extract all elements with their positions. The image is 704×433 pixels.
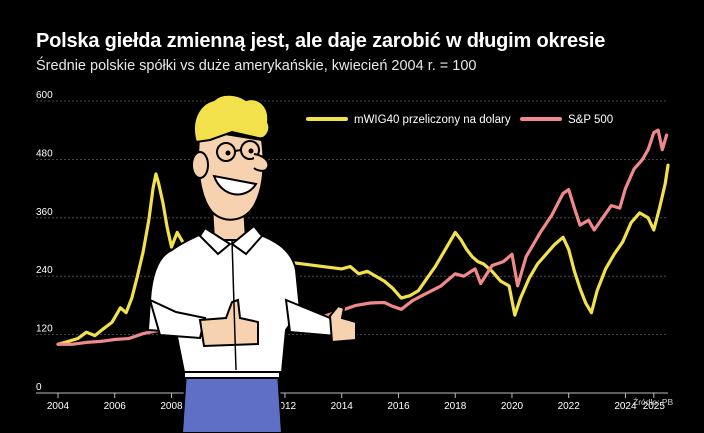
- x-axis-ticks: 2004 2006 2008 2012 2014 2016 2018 2020 2022 2024…: [47, 393, 665, 412]
- trousers: [180, 371, 284, 433]
- source-note: Źródło: PB: [633, 397, 674, 407]
- x-tick-label: 2008: [160, 401, 183, 412]
- x-tick-label: 2016: [387, 401, 410, 412]
- y-tick-label: 600: [36, 90, 53, 101]
- x-tick-label: 2022: [558, 401, 581, 412]
- right-hand: [328, 304, 357, 344]
- shirt: [146, 230, 302, 373]
- y-tick-label: 360: [36, 207, 53, 218]
- y-tick-label: 120: [36, 324, 53, 335]
- ear: [191, 151, 209, 179]
- x-tick-label: 2014: [331, 401, 354, 412]
- x-tick-label: 2020: [501, 401, 524, 412]
- x-tick-label: 2018: [444, 401, 467, 412]
- right-eye: [248, 148, 254, 154]
- y-axis-ticks: 0 120 240 360 480 600: [36, 90, 53, 393]
- glasses-left-lens: [216, 142, 236, 162]
- x-tick-label: 2004: [47, 401, 70, 412]
- right-sleeve: [284, 298, 338, 338]
- left-hand: [198, 298, 259, 348]
- legend: mWIG40 przeliczony na dolary S&P 500: [306, 114, 613, 126]
- cartoon-man-illustration: [146, 93, 357, 433]
- chart-title: Polska giełda zmienną jest, ale daje zar…: [36, 30, 606, 52]
- grid-layer: [36, 100, 668, 394]
- shirt-placket: [231, 239, 237, 371]
- x-tick-label: 2025: [643, 401, 666, 412]
- x-tick-label: 2012: [274, 401, 297, 412]
- legend-label-sp: S&P 500: [568, 114, 613, 126]
- hair: [193, 93, 271, 144]
- chart-subtitle: Średnie polskie spółki vs duże amerykańs…: [36, 58, 477, 74]
- y-tick-label: 480: [36, 148, 53, 159]
- collar: [198, 224, 264, 256]
- x-tick-label: 2006: [104, 401, 127, 412]
- x-tick-label: 2024: [614, 401, 637, 412]
- nose: [253, 153, 270, 172]
- left-eye: [225, 150, 231, 156]
- series-line-mwig40: [56, 163, 670, 346]
- y-tick-label: 0: [36, 382, 42, 393]
- y-tick-label: 240: [36, 265, 53, 276]
- smile: [212, 174, 258, 196]
- glasses-bridge: [234, 149, 242, 152]
- legend-label-mwig: mWIG40 przeliczony na dolary: [354, 114, 511, 126]
